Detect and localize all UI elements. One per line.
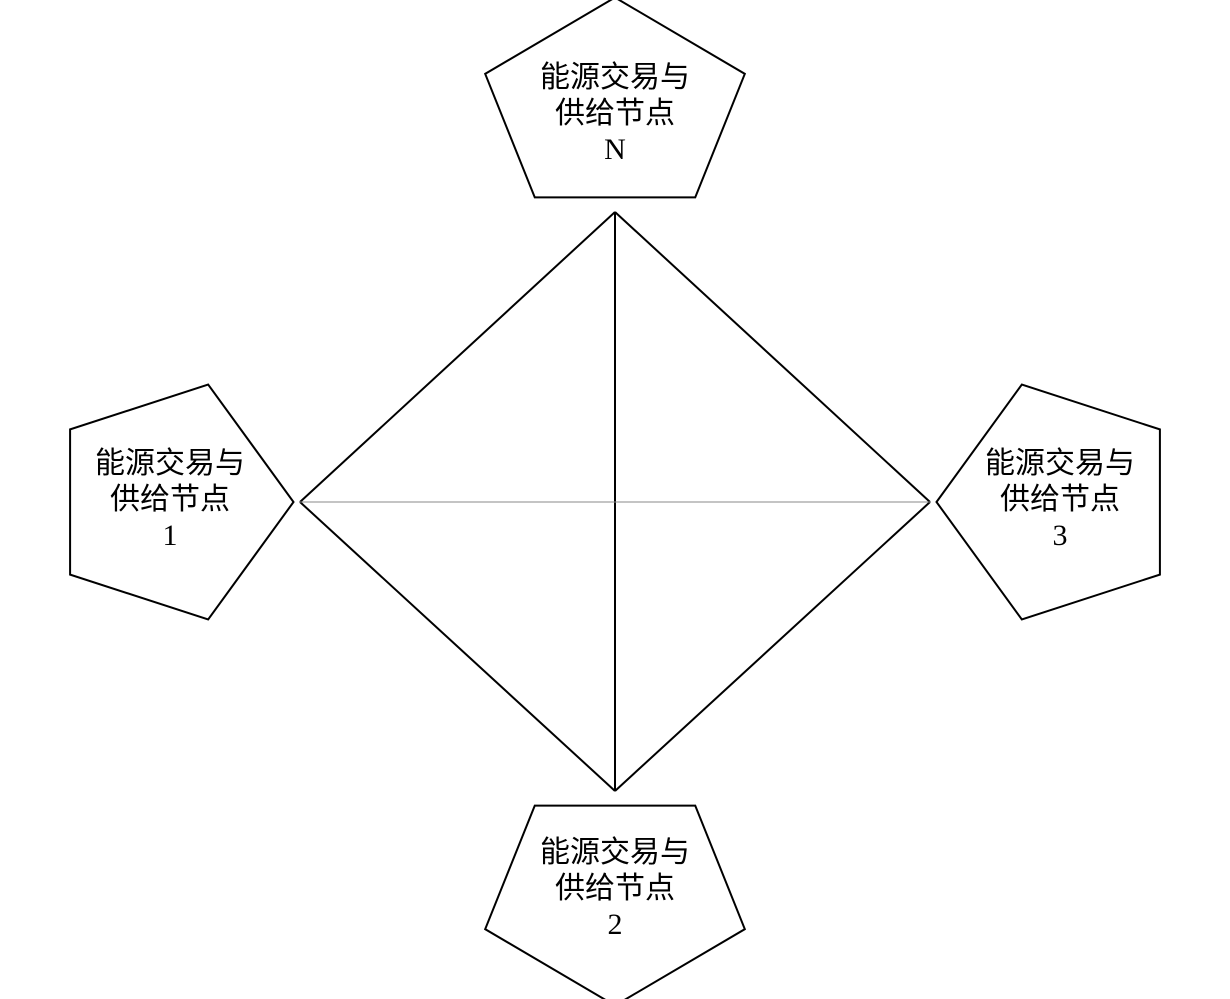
edges-group <box>300 212 930 791</box>
edge-N-1 <box>300 212 615 502</box>
node-3-label-line3: 3 <box>1053 519 1068 552</box>
node-2: 能源交易与供给节点2 <box>485 806 745 999</box>
node-3-label-line1: 能源交易与 <box>985 447 1135 480</box>
node-3-label-line2: 供给节点 <box>1000 483 1120 516</box>
node-N-label-line3: N <box>604 133 626 166</box>
node-1-label-line2: 供给节点 <box>110 483 230 516</box>
node-2-label-line1: 能源交易与 <box>540 836 690 869</box>
node-N-label-line1: 能源交易与 <box>540 61 690 94</box>
network-diagram: 能源交易与供给节点N能源交易与供给节点1能源交易与供给节点3能源交易与供给节点2 <box>0 0 1230 999</box>
node-N-label-line2: 供给节点 <box>555 97 675 130</box>
node-3: 能源交易与供给节点3 <box>937 385 1160 620</box>
node-1: 能源交易与供给节点1 <box>70 385 293 620</box>
node-1-label-line3: 1 <box>163 519 178 552</box>
node-2-label-line2: 供给节点 <box>555 872 675 905</box>
edge-3-2 <box>615 502 930 791</box>
node-1-label-line1: 能源交易与 <box>95 447 245 480</box>
node-2-label-line3: 2 <box>608 908 623 941</box>
edge-1-2 <box>300 502 615 791</box>
node-N: 能源交易与供给节点N <box>485 0 745 197</box>
edge-N-3 <box>615 212 930 502</box>
